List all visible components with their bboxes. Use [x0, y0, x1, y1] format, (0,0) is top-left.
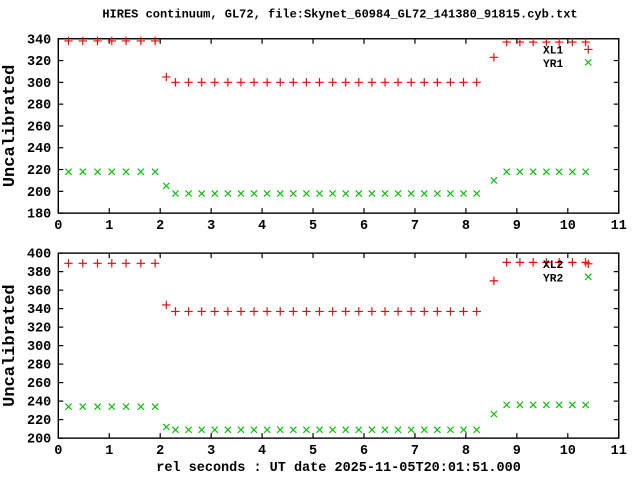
svg-text:5: 5 — [309, 444, 317, 459]
svg-text:260: 260 — [27, 120, 51, 135]
svg-text:4: 4 — [258, 219, 266, 234]
svg-text:1: 1 — [105, 444, 113, 459]
svg-text:9: 9 — [513, 444, 521, 459]
svg-text:0: 0 — [54, 219, 62, 234]
svg-text:400: 400 — [27, 248, 51, 263]
svg-text:HIRES continuum, GL72, file:Sk: HIRES continuum, GL72, file:Skynet_60984… — [102, 8, 577, 22]
svg-text:3: 3 — [207, 444, 215, 459]
svg-text:220: 220 — [27, 164, 51, 179]
svg-text:rel seconds : UT date 2025-11-: rel seconds : UT date 2025-11-05T20:01:5… — [156, 461, 521, 476]
svg-text:240: 240 — [27, 142, 51, 157]
svg-text:1: 1 — [105, 219, 113, 234]
svg-text:2: 2 — [156, 444, 164, 459]
svg-text:220: 220 — [27, 414, 51, 429]
svg-text:XL1: XL1 — [543, 46, 564, 58]
svg-text:180: 180 — [27, 208, 51, 223]
svg-text:7: 7 — [411, 444, 419, 459]
svg-text:3: 3 — [207, 219, 215, 234]
svg-text:200: 200 — [27, 433, 51, 448]
svg-text:0: 0 — [54, 444, 62, 459]
svg-text:11: 11 — [611, 444, 627, 459]
svg-text:260: 260 — [27, 377, 51, 392]
svg-text:280: 280 — [27, 359, 51, 374]
svg-text:Uncalibrated: Uncalibrated — [1, 284, 20, 406]
svg-text:320: 320 — [27, 55, 51, 70]
svg-text:280: 280 — [27, 99, 51, 114]
svg-text:300: 300 — [27, 77, 51, 92]
svg-text:YR1: YR1 — [543, 59, 564, 71]
svg-text:YR2: YR2 — [543, 273, 564, 285]
svg-text:6: 6 — [360, 444, 368, 459]
svg-text:340: 340 — [27, 303, 51, 318]
svg-text:240: 240 — [27, 396, 51, 411]
svg-text:340: 340 — [27, 33, 51, 48]
svg-text:380: 380 — [27, 266, 51, 281]
svg-text:4: 4 — [258, 444, 266, 459]
svg-text:320: 320 — [27, 322, 51, 337]
svg-text:Uncalibrated: Uncalibrated — [1, 65, 20, 187]
svg-text:9: 9 — [513, 219, 521, 234]
svg-text:11: 11 — [611, 219, 627, 234]
svg-text:300: 300 — [27, 340, 51, 355]
svg-text:8: 8 — [462, 219, 470, 234]
svg-text:360: 360 — [27, 285, 51, 300]
svg-text:10: 10 — [560, 444, 576, 459]
svg-text:2: 2 — [156, 219, 164, 234]
svg-text:5: 5 — [309, 219, 317, 234]
svg-text:6: 6 — [360, 219, 368, 234]
svg-text:8: 8 — [462, 444, 470, 459]
svg-text:7: 7 — [411, 219, 419, 234]
svg-text:XL2: XL2 — [543, 260, 564, 272]
svg-text:200: 200 — [27, 186, 51, 201]
svg-text:10: 10 — [560, 219, 576, 234]
